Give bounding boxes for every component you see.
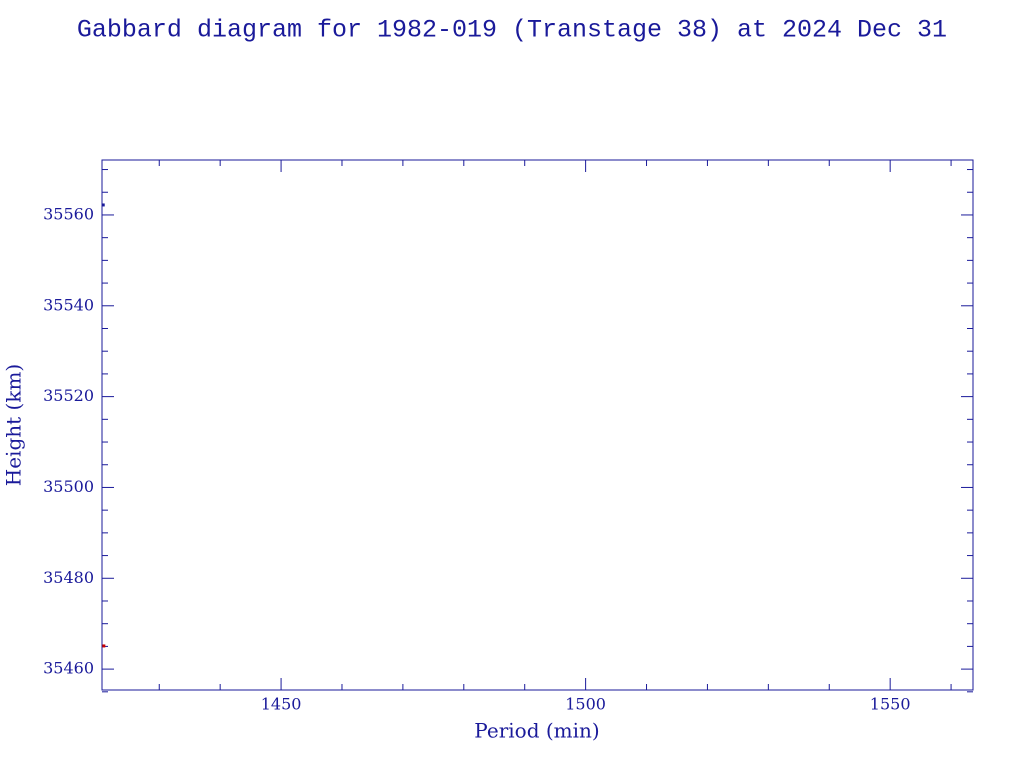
y-tick-label: 35560	[43, 204, 94, 223]
y-tick-label: 35520	[43, 386, 94, 405]
x-axis-label: Period (min)	[474, 719, 599, 743]
y-axis-label: Height (km)	[2, 364, 26, 486]
chart-title: Gabbard diagram for 1982-019 (Transtage …	[77, 16, 947, 45]
y-tick-label: 35500	[43, 477, 94, 496]
x-tick-label: 1450	[261, 695, 302, 714]
plot-frame	[101, 159, 974, 691]
x-tick-label: 1550	[870, 695, 911, 714]
y-tick-label: 35460	[43, 659, 94, 678]
point	[102, 644, 106, 648]
y-tick-label: 35480	[43, 568, 94, 587]
y-tick-label: 35540	[43, 295, 94, 314]
x-tick-label: 1500	[565, 695, 606, 714]
point	[101, 203, 105, 207]
